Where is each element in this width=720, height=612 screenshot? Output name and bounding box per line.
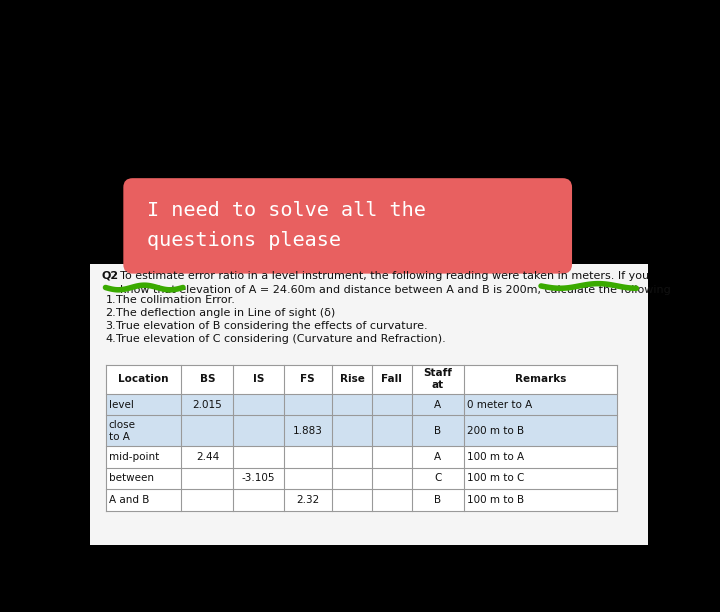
Text: IS: IS (253, 374, 264, 384)
Text: Fall: Fall (382, 374, 402, 384)
Text: 4.: 4. (106, 335, 116, 345)
Text: 1.: 1. (106, 295, 116, 305)
Text: B: B (434, 495, 441, 505)
Bar (90, 264, 648, 545)
Text: The deflection angle in Line of sight (δ): The deflection angle in Line of sight (δ… (116, 308, 335, 318)
Text: 1.883: 1.883 (293, 426, 323, 436)
Text: close
to A: close to A (109, 420, 135, 441)
Text: Location: Location (118, 374, 168, 384)
Text: 0 meter to A: 0 meter to A (467, 400, 533, 409)
Bar (106, 365, 617, 511)
Bar (106, 416, 617, 446)
Text: I need to solve all the
questions please: I need to solve all the questions please (147, 201, 426, 250)
Text: BS: BS (199, 374, 215, 384)
Text: 100 m to B: 100 m to B (467, 495, 525, 505)
Text: A and B: A and B (109, 495, 149, 505)
Text: C: C (434, 474, 441, 483)
Text: Rise: Rise (340, 374, 364, 384)
Text: level: level (109, 400, 133, 409)
Text: Remarks: Remarks (515, 374, 567, 384)
Text: : To estimate error ratio in a level instrument, the following reading were take: : To estimate error ratio in a level ins… (113, 271, 671, 295)
Text: FS: FS (300, 374, 315, 384)
Text: 100 m to C: 100 m to C (467, 474, 525, 483)
Text: 200 m to B: 200 m to B (467, 426, 525, 436)
Text: 3.: 3. (106, 321, 116, 331)
Text: 2.015: 2.015 (192, 400, 222, 409)
Text: True elevation of B considering the effects of curvature.: True elevation of B considering the effe… (116, 321, 427, 331)
FancyBboxPatch shape (123, 178, 572, 274)
Text: A: A (434, 400, 441, 409)
Text: between: between (109, 474, 153, 483)
Text: Staff
at: Staff at (423, 368, 452, 390)
Bar (106, 394, 617, 416)
Text: 100 m to A: 100 m to A (467, 452, 525, 462)
Text: True elevation of C considering (Curvature and Refraction).: True elevation of C considering (Curvatu… (116, 335, 446, 345)
Text: mid-point: mid-point (109, 452, 159, 462)
Text: The collimation Error.: The collimation Error. (116, 295, 235, 305)
Text: 2.32: 2.32 (296, 495, 320, 505)
Text: Q2: Q2 (102, 271, 119, 280)
Text: 2.: 2. (106, 308, 116, 318)
Text: -3.105: -3.105 (242, 474, 275, 483)
Text: B: B (434, 426, 441, 436)
Text: A: A (434, 452, 441, 462)
Text: 2.44: 2.44 (196, 452, 219, 462)
